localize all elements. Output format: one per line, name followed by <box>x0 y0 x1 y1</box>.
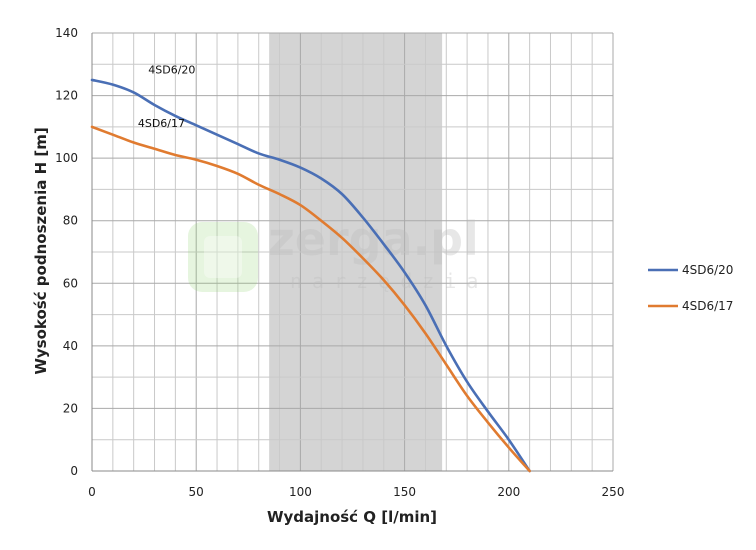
watermark-sub-text: narzędzia <box>290 269 488 293</box>
y-tick-label: 40 <box>63 339 78 353</box>
legend: 4SD6/20 4SD6/17 <box>648 263 733 313</box>
x-tick-label: 0 <box>88 485 96 499</box>
x-tick-label: 50 <box>189 485 204 499</box>
watermark: zerga.pl narzędzia <box>188 212 488 293</box>
x-tick-label: 200 <box>497 485 520 499</box>
y-tick-label: 80 <box>63 214 78 228</box>
series-line-0 <box>90 78 531 473</box>
x-tick-label: 250 <box>602 485 625 499</box>
series-line-1 <box>90 125 531 473</box>
series-labels: 4SD6/20 4SD6/17 <box>138 64 196 130</box>
y-tick-label: 0 <box>70 464 78 478</box>
watermark-main-text: zerga.pl <box>268 212 479 266</box>
y-tick-label: 120 <box>55 89 78 103</box>
series-annotation-0: 4SD6/20 <box>148 64 195 77</box>
tick-labels: 0 50 100 150 200 250 0 20 40 60 80 100 120 140 <box>55 26 624 499</box>
x-tick-label: 100 <box>289 485 312 499</box>
x-tick-label: 150 <box>393 485 416 499</box>
legend-label-0: 4SD6/20 <box>682 263 733 277</box>
series-annotation-1: 4SD6/17 <box>138 117 185 130</box>
series-lines <box>90 78 531 473</box>
grid <box>91 32 614 472</box>
y-tick-label: 100 <box>55 151 78 165</box>
y-tick-label: 140 <box>55 26 78 40</box>
y-tick-label: 60 <box>63 276 78 290</box>
axes <box>91 33 613 472</box>
x-axis-title: Wydajność Q [l/min] <box>267 508 437 526</box>
y-tick-label: 20 <box>63 401 78 415</box>
watermark-logo-icon <box>188 222 258 292</box>
legend-label-1: 4SD6/17 <box>682 299 733 313</box>
y-axis-title: Wysokość podnoszenia H [m] <box>32 127 50 374</box>
